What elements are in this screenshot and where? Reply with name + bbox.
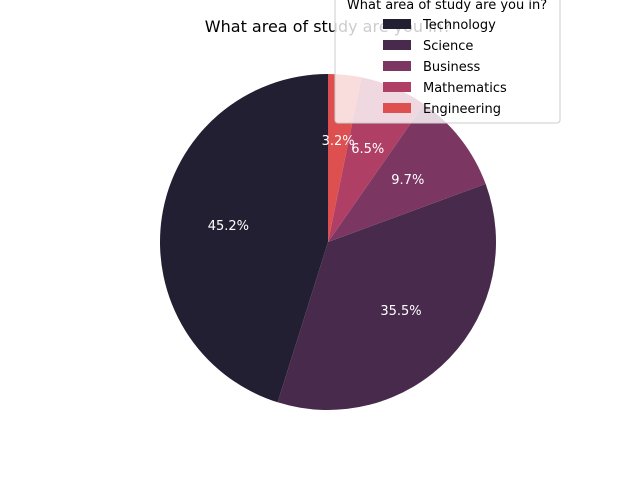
pie-label-engineering: 3.2%	[322, 134, 355, 149]
pie-slices	[159, 74, 496, 410]
legend-label-engineering: Engineering	[423, 102, 501, 117]
legend-label-technology: Technology	[422, 18, 496, 33]
legend-label-mathematics: Mathematics	[423, 81, 507, 96]
legend-swatch-mathematics	[383, 82, 411, 92]
legend-box	[334, 0, 561, 124]
pie-percent-labels: 45.2% 35.5% 9.7% 6.5%3.2%	[208, 134, 425, 319]
legend-title: What area of study are you in?	[347, 0, 547, 13]
legend-label-science: Science	[423, 39, 473, 54]
legend: What area of study are you in? Technolog…	[334, 0, 561, 124]
pie-label-technology: 45.2%	[208, 219, 249, 234]
legend-swatch-technology	[383, 19, 411, 29]
pie-slice-science	[277, 183, 496, 410]
legend-swatch-business	[383, 61, 411, 71]
pie-label-science: 35.5%	[380, 304, 421, 319]
legend-label-business: Business	[423, 60, 481, 75]
pie-slice-business	[328, 104, 486, 242]
legend-swatch-science	[383, 40, 411, 50]
pie-label-business: 9.7%	[391, 173, 424, 188]
pie-label-mathematics: 6.5%	[351, 142, 384, 157]
legend-swatch-engineering	[383, 103, 411, 113]
legend-items: Technology Science Business Mathematics Engi…	[383, 18, 507, 117]
pie-slice-technology	[159, 74, 328, 403]
